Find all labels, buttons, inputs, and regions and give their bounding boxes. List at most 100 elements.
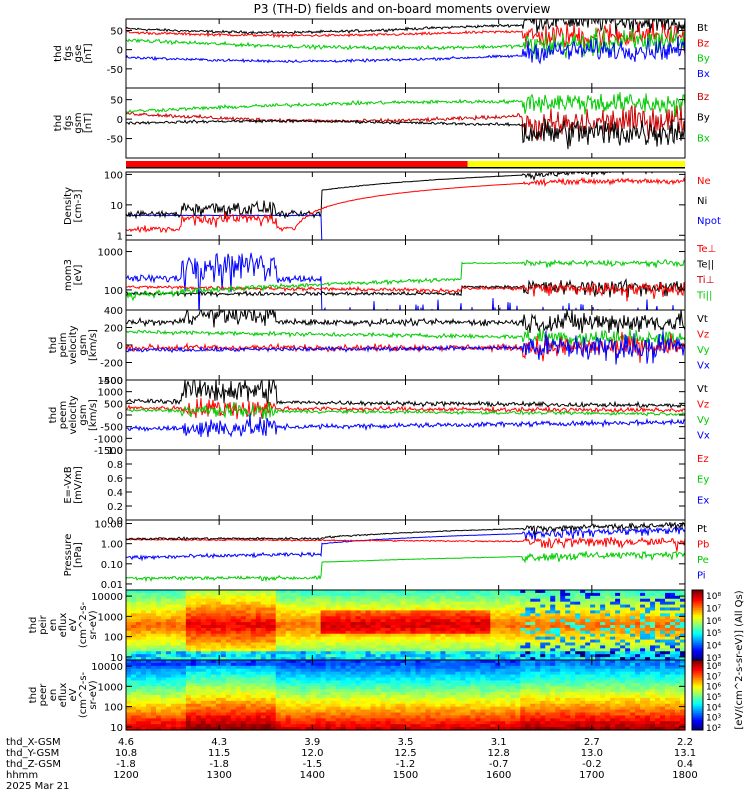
ephemeris-row-label: hhmm: [6, 770, 38, 781]
ytick-label: 0: [117, 341, 123, 352]
ylabel-line: thd: [53, 45, 64, 62]
colorbar-step: [692, 600, 703, 603]
series-line-vi-3: [126, 330, 685, 365]
colorbar-step: [692, 716, 703, 719]
ylabel-line: gsm: [78, 334, 89, 355]
colorbar-step: [692, 612, 703, 615]
colorbar-step: [692, 651, 703, 654]
ytick-label: 0: [117, 411, 123, 422]
ephemeris-value: 3.9: [304, 737, 320, 748]
series-line-fgs2-1: [126, 118, 685, 150]
ytick-label: 100: [104, 703, 123, 714]
colorbar-step: [692, 625, 703, 628]
ytick-label: -400: [100, 376, 123, 387]
colorbar-tick: 10⁷: [706, 604, 721, 614]
ytick-label: 100: [104, 633, 123, 644]
ephemeris-row-label: thd_Z-GSM: [6, 759, 61, 770]
ephemeris-value: -1.2: [396, 759, 416, 770]
ephemeris-value: -1.5: [303, 759, 323, 770]
spectrogram-ion_spec: [126, 590, 686, 661]
ylabel-line: [cm-3]: [73, 189, 84, 222]
ephemeris-value: 1400: [300, 770, 325, 781]
series-line-pressure-0: [126, 550, 685, 583]
ephemeris-value: 3.5: [398, 737, 414, 748]
colorbar-step: [692, 719, 703, 722]
colorbar-step: [692, 677, 703, 680]
colorbar-step: [692, 717, 703, 720]
series-line-vi-0: [126, 310, 685, 335]
ytick-label: 0.4: [107, 488, 123, 499]
ytick-label: 10: [110, 201, 123, 212]
ylabel-line: (cm^2-s-: [78, 601, 89, 648]
colorbar-step: [692, 647, 703, 650]
colorbar-step: [692, 710, 703, 713]
panel-legends: Bt Bz By Bx Bz By Bx Ne Ni Npot Te⊥ Te|| Ti⊥ Ti|| Vt Vz…: [696, 23, 721, 582]
colorbar-tick: 10⁵: [706, 693, 721, 703]
legend-entry: Vt: [697, 314, 708, 325]
ytick-label: -50: [107, 135, 123, 146]
legend-entry: Bt: [697, 23, 708, 34]
series-line-temp-2: [126, 281, 685, 302]
ytick-label: -500: [100, 423, 123, 434]
legend-entry: Bz: [697, 92, 709, 103]
mode-bar-segment: [467, 161, 685, 167]
ephemeris-value: 10.8: [115, 748, 137, 759]
ylabel-line: [km/s]: [88, 329, 99, 361]
legend-entry: Vx: [697, 361, 710, 372]
colorbar-step: [692, 642, 703, 645]
legend-entry: Vz: [697, 330, 709, 341]
ylabel-line: eV: [68, 688, 79, 701]
colorbar-step: [692, 637, 703, 640]
ytick-label: 0.8: [107, 460, 123, 471]
legend-entry: Bz: [697, 38, 709, 49]
colorbar-step: [692, 707, 703, 710]
legend-entry: By: [697, 54, 710, 65]
ephemeris-row-label: thd_Y-GSM: [6, 748, 59, 759]
ylabel-line: gsm: [78, 404, 89, 425]
colorbar-step: [692, 660, 703, 663]
ytick-label: 1500: [98, 376, 123, 387]
ephemeris-value: 12.0: [301, 748, 323, 759]
colorbar-step: [692, 605, 703, 608]
colorbar-step: [692, 609, 703, 612]
ephemeris-value: 1600: [486, 770, 511, 781]
ytick-label: 1.00: [101, 540, 123, 551]
series-line-ve-2: [126, 401, 685, 420]
ytick-label: -200: [100, 359, 123, 370]
series-line-temp-0: [126, 252, 678, 310]
colorbar-tick: 10⁷: [706, 672, 721, 682]
colorbar-step: [692, 700, 703, 703]
colorbar-step: [692, 597, 703, 600]
colorbar-step: [692, 593, 703, 596]
colorbar-step: [692, 728, 703, 731]
colorbar-step: [692, 623, 703, 626]
colorbar-step: [692, 705, 703, 708]
ytick-label: 10000: [91, 662, 123, 673]
colorbar-step: [692, 646, 703, 649]
colorbar-step: [692, 688, 703, 691]
ytick-label: 1.0: [107, 446, 123, 457]
colorbar-step: [692, 724, 703, 727]
colorbar-step: [692, 591, 703, 594]
ytick-label: 500: [104, 399, 123, 410]
ephemeris-value: 2.2: [677, 737, 693, 748]
colorbar-step: [692, 619, 703, 622]
ylabel-line: thd: [48, 337, 59, 354]
series-line-ve-0: [126, 380, 685, 409]
legend-entry: By: [697, 113, 710, 124]
ephemeris-value: -1.8: [209, 759, 229, 770]
ephemeris-value: -0.7: [489, 759, 509, 770]
ytick-label: 1000: [98, 612, 123, 623]
ylabel-line: eflux: [58, 613, 69, 638]
panel-frame-ve: [125, 379, 686, 451]
ytick-label: 10.00: [94, 520, 123, 531]
legend-entry: Ti⊥: [696, 275, 714, 286]
ylabel-line: sr-eV): [88, 610, 99, 639]
colorbar-step: [692, 726, 703, 729]
colorbar-step: [692, 661, 703, 664]
colorbar-step: [692, 674, 703, 677]
legend-entry: Bx: [697, 69, 710, 80]
mode-bar-baseline: [126, 167, 685, 169]
colorbar-step: [692, 607, 703, 610]
series-line-fgs1-3: [126, 36, 685, 65]
